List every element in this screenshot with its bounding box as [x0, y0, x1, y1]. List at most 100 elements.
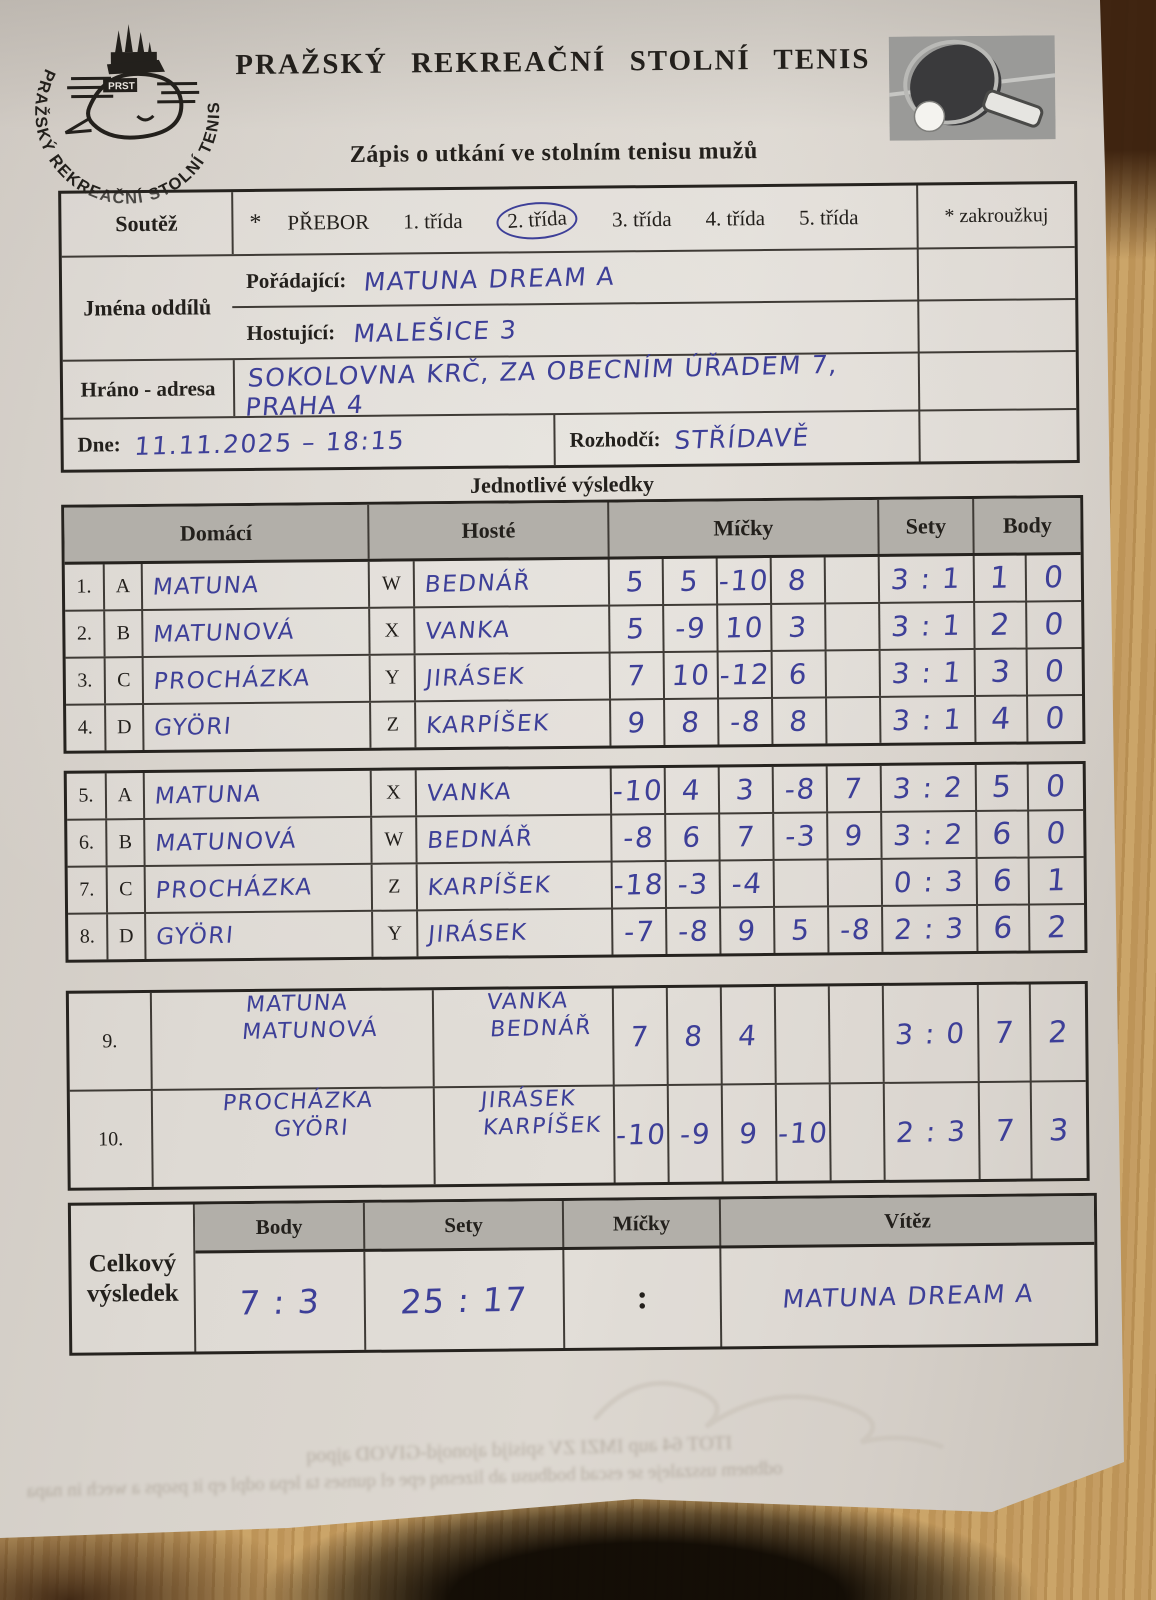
points-guest: 2	[1046, 1014, 1070, 1050]
poradajici-label: Pořádající:	[245, 267, 347, 293]
col-body: Body	[1002, 512, 1052, 538]
sets-score: 2 : 3	[893, 911, 967, 947]
guest-letter: Y	[373, 911, 419, 957]
ball-score: -10	[614, 1117, 668, 1152]
home-player: GYÖRI	[153, 713, 234, 741]
sum-col-micky: Míčky	[563, 1199, 722, 1247]
col-domaci: Domácí	[64, 504, 370, 562]
ball-score: 7	[629, 1019, 652, 1053]
ball-score: 9	[738, 1116, 761, 1150]
ball-score: 8	[683, 1018, 706, 1053]
club-logo: PRST PRAŽSKÝ REKREAČNÍ STOLNÍ TENIS	[31, 24, 224, 209]
summary-header: Body Sety Míčky Vítěz	[194, 1195, 1095, 1254]
logo-abbr: PRST	[108, 81, 135, 92]
soutez-label: Soutěž	[115, 210, 178, 237]
ball-score: 4	[737, 1018, 760, 1052]
home-letter: B	[107, 819, 146, 866]
points-home: 2	[988, 607, 1013, 644]
ball-score: 9	[626, 706, 649, 740]
match-row-2: 2. B MATUNOVÁ X VANKA 5 -9 10 3 3 : 1 2 …	[65, 599, 1082, 657]
guest-player: JIRÁSEK	[424, 663, 527, 692]
pen-impression-mark	[593, 1380, 944, 1449]
results-table-doubles: 9. MATUNA MATUNOVÁ VANKA BEDNÁŘ 7 8 4 3 …	[65, 980, 1090, 1191]
row-number: 4.	[66, 705, 107, 751]
ball-score: 7	[735, 819, 758, 854]
home-player-2: MATUNOVÁ	[241, 1016, 380, 1046]
guest-player: KARPÍŠEK	[425, 709, 551, 739]
dne-label: Dne:	[77, 431, 121, 457]
row-number: 3.	[65, 658, 107, 704]
home-player: PROCHÁZKA	[154, 873, 314, 904]
guest-player: BEDNÁŘ	[423, 569, 532, 598]
ball-score: 7	[625, 659, 648, 693]
home-player: PROCHÁZKA	[152, 664, 312, 695]
sets-score: 2 : 3	[895, 1114, 969, 1149]
home-letter: B	[105, 610, 144, 657]
guest-player: KARPÍŠEK	[426, 871, 553, 901]
sets-score: 3 : 2	[892, 817, 966, 853]
ball-score: -10	[717, 563, 771, 598]
home-player: MATUNA	[153, 780, 263, 810]
sets-score: 0 : 3	[892, 864, 966, 900]
ball-score: 7	[842, 771, 865, 806]
results-table-1: Domácí Hosté Míčky Sety Body 1. A MATUNA…	[61, 494, 1086, 754]
ball-score: -4	[729, 866, 764, 901]
col-sety: Sety	[879, 499, 975, 554]
guest-player: VANKA	[424, 616, 512, 645]
guest-player: BEDNÁŘ	[426, 825, 535, 854]
match-date-time: 11.11.2025 – 18:15	[133, 425, 407, 461]
sets-score: 3 : 1	[889, 561, 963, 597]
org-title: PRAŽSKÝ REKREAČNÍ STOLNÍ TENIS	[235, 42, 871, 82]
castle-icon	[106, 24, 165, 75]
points-home: 6	[991, 863, 1015, 900]
row-number: 7.	[67, 867, 109, 913]
guest-letter: X	[370, 608, 416, 654]
class-prebor: PŘEBOR	[287, 209, 370, 235]
home-team-name: MATUNA DREAM A	[362, 261, 617, 297]
ball-score: -7	[622, 914, 657, 949]
row-number: 2.	[65, 611, 106, 657]
match-row-8: 8. D GYÖRI Y JIRÁSEK -7 -8 9 5 -8 2 : 3 …	[68, 902, 1085, 960]
ball-score: 6	[681, 820, 704, 854]
home-letter: D	[106, 704, 145, 751]
sum-col-vitez: Vítěz	[884, 1207, 931, 1233]
points-guest: 1	[1045, 862, 1069, 899]
zakrouzkuj-note: * zakroužkuj	[916, 184, 1075, 248]
class-2-circled: 2. třída	[495, 199, 580, 242]
row-number: 6.	[67, 820, 108, 866]
points-guest: 0	[1044, 815, 1069, 852]
points-home: 3	[989, 654, 1013, 691]
referee-name: STŘÍDAVĚ	[673, 422, 811, 455]
empty-cell	[917, 352, 1077, 410]
ball-score: -8	[728, 704, 763, 739]
class-5: 5. třída	[798, 204, 859, 230]
hrano-adresa-label: Hráno - adresa	[80, 375, 216, 402]
ball-score: 3	[787, 610, 810, 644]
guest-player: VANKA	[425, 778, 514, 807]
ball-score: -8	[783, 772, 817, 807]
points-guest: 0	[1043, 653, 1067, 690]
match-row-9: 9. MATUNA MATUNOVÁ VANKA BEDNÁŘ 7 8 4 3 …	[68, 984, 1086, 1090]
guest-player-1: VANKA	[485, 988, 570, 1016]
col-hoste: Hosté	[369, 502, 610, 559]
home-letter: C	[105, 657, 145, 704]
empty-cell	[917, 300, 1076, 352]
match-row-6: 6. B MATUNOVÁ W BEDNÁŘ -8 6 7 -3 9 3 : 2…	[67, 808, 1084, 866]
sum-col-sety: Sety	[364, 1200, 565, 1249]
results-table-2: 5. A MATUNA X VANKA -10 4 3 -8 7 3 : 2 5…	[63, 760, 1088, 963]
sets-score: 3 : 2	[891, 770, 965, 806]
points-guest: 2	[1045, 909, 1069, 946]
points-home: 4	[989, 701, 1013, 738]
empty-cell	[918, 410, 1077, 462]
empty-cell	[916, 248, 1076, 300]
hostujici-label: Hostující:	[246, 319, 336, 345]
sets-score: 3 : 1	[890, 655, 964, 691]
home-player: MATUNOVÁ	[152, 618, 297, 648]
competition-classes: * PŘEBOR 1. třída 2. třída 3. třída 4. t…	[231, 185, 917, 255]
guest-letter: Z	[372, 864, 419, 910]
ball-score: -8	[621, 820, 656, 855]
ball-score: 4	[680, 773, 703, 807]
points-guest: 0	[1042, 559, 1066, 596]
